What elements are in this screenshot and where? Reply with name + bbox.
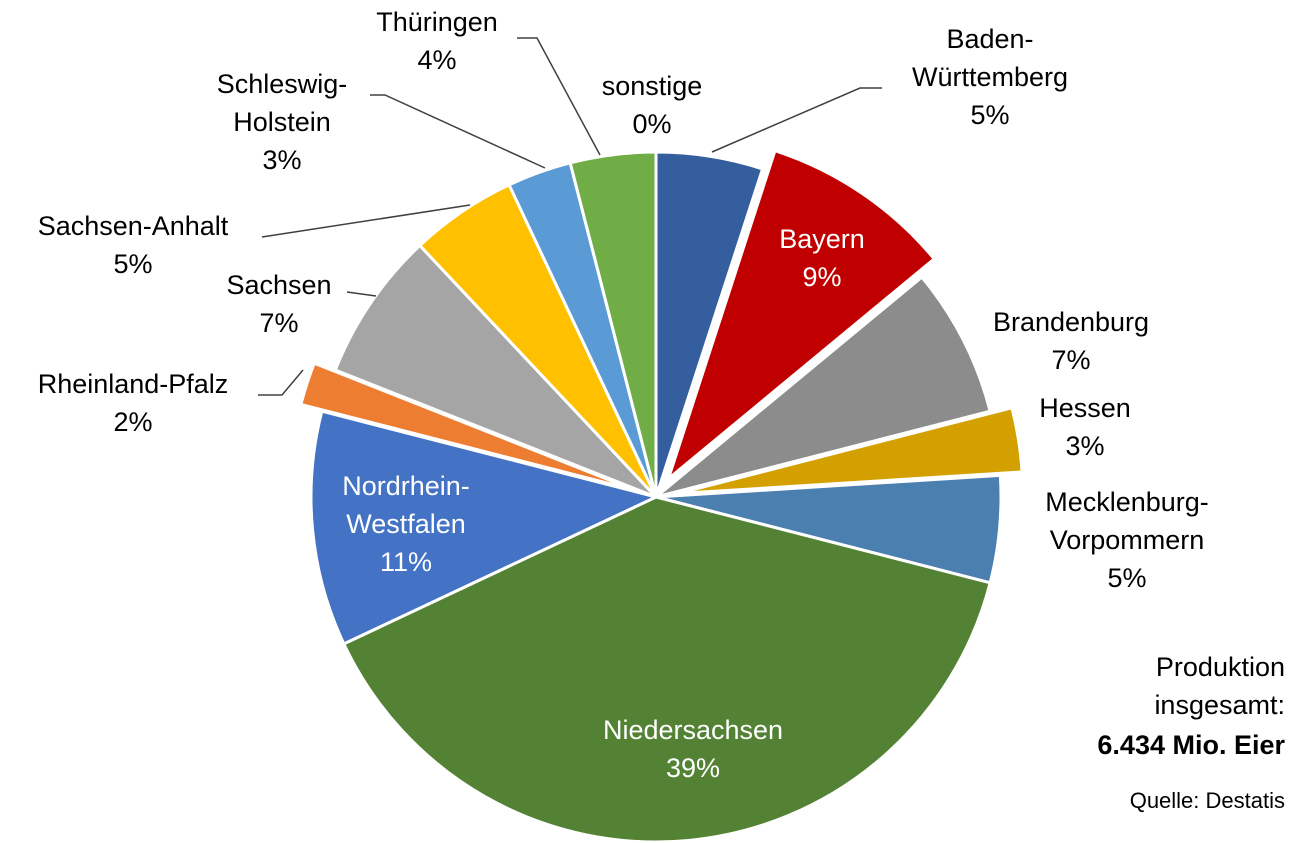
value-label: 7% bbox=[259, 308, 299, 338]
category-label: sonstige bbox=[601, 71, 703, 101]
value-label: 2% bbox=[113, 407, 153, 437]
total-value: 6.434 Mio. Eier bbox=[1097, 730, 1285, 760]
source: Quelle: Destatis bbox=[1129, 788, 1285, 813]
slice-label: Baden- Württemberg 5% bbox=[912, 20, 1068, 134]
value-label: 7% bbox=[1051, 345, 1091, 375]
category-label: Bayern bbox=[779, 224, 865, 254]
slice bbox=[309, 409, 658, 646]
slice-label: Brandenburg 7% bbox=[993, 303, 1149, 379]
slice-label: Thüringen 4% bbox=[376, 3, 498, 79]
slice bbox=[333, 244, 658, 499]
total-label: Produktion insgesamt: bbox=[1154, 652, 1285, 720]
slice bbox=[299, 361, 637, 492]
value-label: 9% bbox=[802, 262, 842, 292]
category-label: Thüringen bbox=[376, 7, 498, 37]
leader-line bbox=[258, 369, 304, 396]
category-label: Brandenburg bbox=[992, 307, 1150, 337]
value-label: 39% bbox=[665, 753, 721, 783]
category-label: Baden- Württemberg bbox=[911, 24, 1069, 92]
slice-label: Hessen 3% bbox=[1039, 389, 1131, 465]
leader-line bbox=[261, 204, 471, 238]
slice-label: Niedersachsen 39% bbox=[603, 711, 783, 787]
slice-label: Mecklenburg- Vorpommern 5% bbox=[1045, 483, 1209, 597]
slice-label: Bayern 9% bbox=[779, 220, 865, 296]
leader-line bbox=[346, 291, 377, 297]
category-label: Hessen bbox=[1039, 393, 1131, 423]
value-label: 4% bbox=[417, 45, 457, 75]
slice-label: sonstige 0% bbox=[602, 67, 703, 143]
value-label: 11% bbox=[379, 547, 433, 577]
category-label: Rheinland-Pfalz bbox=[37, 369, 229, 399]
category-label: Mecklenburg- Vorpommern bbox=[1045, 487, 1209, 555]
slice bbox=[666, 149, 936, 481]
value-label: 0% bbox=[632, 109, 672, 139]
category-label: Niedersachsen bbox=[602, 715, 784, 745]
value-label: 5% bbox=[113, 249, 153, 279]
category-label: Nordrhein- Westfalen bbox=[342, 471, 470, 539]
slice-label: Sachsen-Anhalt 5% bbox=[38, 207, 229, 283]
slice-label: Nordrhein- Westfalen 11% bbox=[342, 467, 470, 581]
category-label: Sachsen bbox=[226, 270, 332, 300]
leader-line bbox=[517, 37, 601, 156]
value-label: 3% bbox=[262, 145, 302, 175]
value-label: 5% bbox=[970, 100, 1010, 130]
slice-label: Rheinland-Pfalz 2% bbox=[38, 365, 229, 441]
value-label: 5% bbox=[1107, 563, 1147, 593]
slice-label: Sachsen 7% bbox=[226, 266, 331, 342]
slice-label: Schleswig- Holstein 3% bbox=[217, 65, 348, 179]
leader-line bbox=[370, 94, 546, 169]
category-label: Sachsen-Anhalt bbox=[37, 211, 229, 241]
slice bbox=[676, 406, 1024, 496]
leader-line bbox=[711, 87, 882, 153]
category-label: Schleswig- Holstein bbox=[216, 69, 348, 137]
slice bbox=[654, 275, 992, 499]
slice bbox=[342, 495, 992, 843]
value-label: 3% bbox=[1065, 431, 1105, 461]
